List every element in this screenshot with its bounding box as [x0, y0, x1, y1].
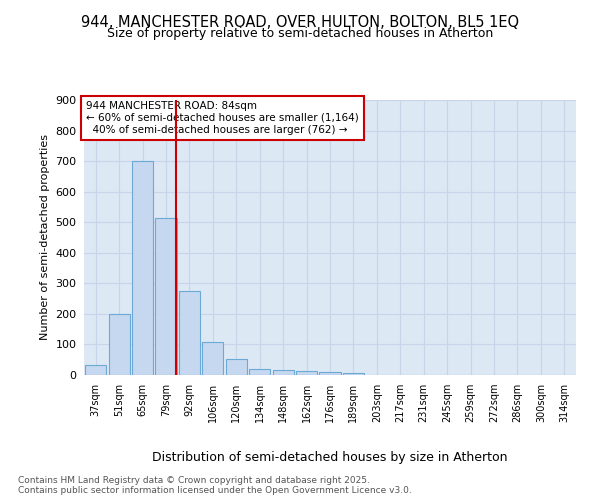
Bar [343, 372, 364, 375]
Bar [249, 369, 270, 375]
Bar [272, 370, 293, 375]
Text: Size of property relative to semi-detached houses in Atherton: Size of property relative to semi-detach… [107, 28, 493, 40]
Bar [155, 218, 176, 375]
Y-axis label: Number of semi-detached properties: Number of semi-detached properties [40, 134, 50, 340]
Text: Contains HM Land Registry data © Crown copyright and database right 2025.
Contai: Contains HM Land Registry data © Crown c… [18, 476, 412, 495]
Bar [202, 342, 223, 375]
Bar [109, 314, 130, 375]
Text: 944 MANCHESTER ROAD: 84sqm
← 60% of semi-detached houses are smaller (1,164)
  4: 944 MANCHESTER ROAD: 84sqm ← 60% of semi… [86, 102, 359, 134]
Bar [319, 372, 341, 375]
Bar [132, 161, 153, 375]
Bar [296, 372, 317, 375]
Bar [179, 291, 200, 375]
Bar [85, 365, 106, 375]
Bar [226, 358, 247, 375]
Text: Distribution of semi-detached houses by size in Atherton: Distribution of semi-detached houses by … [152, 451, 508, 464]
Text: 944, MANCHESTER ROAD, OVER HULTON, BOLTON, BL5 1EQ: 944, MANCHESTER ROAD, OVER HULTON, BOLTO… [81, 15, 519, 30]
